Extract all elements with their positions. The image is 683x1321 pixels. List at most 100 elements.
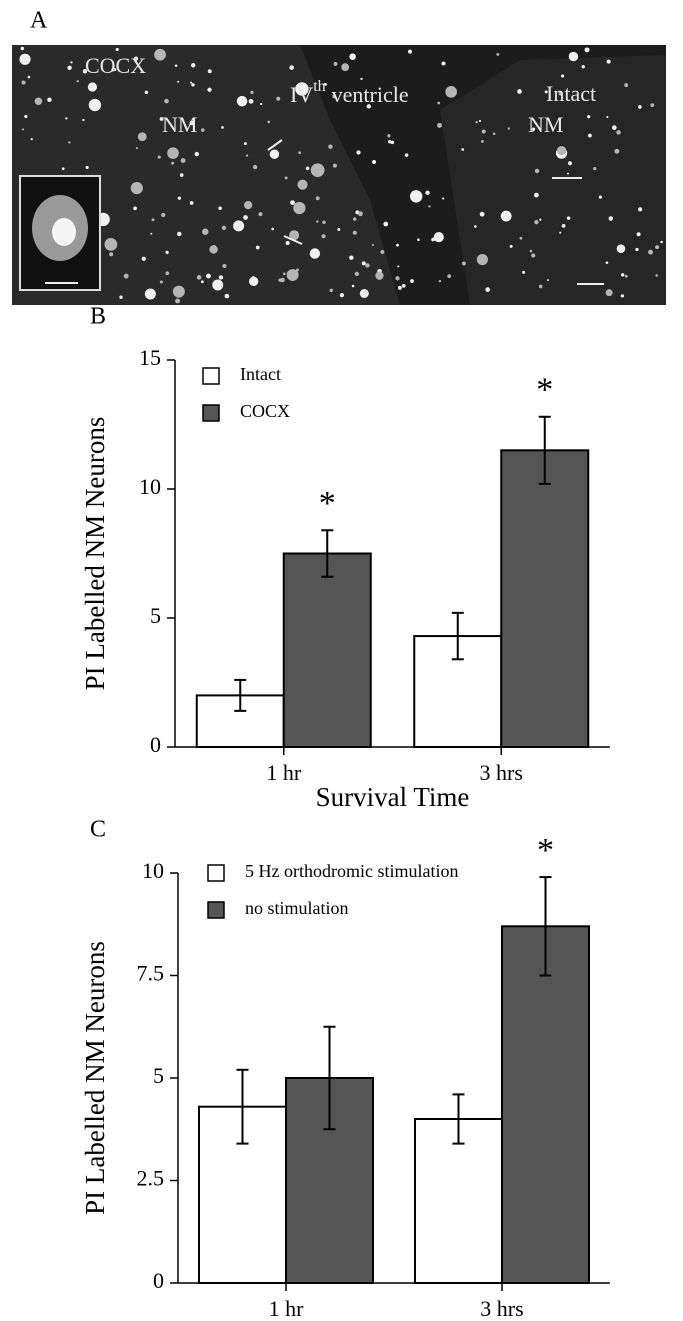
speckle — [544, 90, 548, 94]
speckle — [305, 166, 310, 171]
speckle — [267, 120, 271, 124]
micro-label: Intact — [546, 81, 596, 106]
speckle — [221, 225, 227, 231]
speckle — [271, 227, 275, 231]
speckle — [328, 144, 333, 149]
speckle — [194, 151, 200, 157]
legend-swatch — [207, 901, 225, 919]
speckle — [119, 295, 123, 299]
speckle — [191, 83, 195, 87]
speckle — [404, 153, 409, 157]
y-axis-label: PI Labelled NM Neurons — [80, 941, 110, 1215]
speckle — [371, 243, 374, 247]
speckle — [123, 273, 129, 279]
speckle — [164, 98, 169, 104]
significance-marker: * — [537, 832, 554, 869]
speckle — [442, 197, 445, 200]
speckle — [531, 253, 536, 258]
micrograph: COCX NM IVth ventricle Intact NM — [12, 45, 666, 305]
speckle — [396, 243, 399, 247]
speckle — [30, 138, 33, 141]
speckle — [135, 147, 138, 150]
speckle — [218, 275, 224, 280]
speckle — [635, 247, 639, 252]
speckle — [556, 145, 567, 156]
speckle — [375, 271, 384, 280]
speckle — [387, 134, 391, 138]
legend-label: no stimulation — [245, 898, 349, 918]
speckle — [479, 211, 485, 217]
speckle — [621, 273, 625, 277]
speckle — [177, 231, 182, 237]
speckle — [200, 280, 204, 284]
speckle — [283, 272, 286, 276]
error-bar — [539, 876, 552, 977]
micro-label: ventricle — [332, 82, 409, 107]
speckle — [150, 232, 153, 235]
speckle — [243, 215, 248, 220]
inset-nucleus — [52, 218, 76, 246]
speckle — [608, 216, 614, 221]
speckle — [534, 168, 540, 174]
panel-label: B — [90, 304, 106, 330]
speckle — [115, 47, 119, 52]
arrow — [283, 235, 303, 245]
speckle — [47, 97, 52, 103]
speckle — [323, 82, 327, 86]
speckle — [395, 276, 400, 281]
speckle — [636, 232, 641, 237]
speckle — [445, 86, 458, 98]
speckle — [141, 256, 146, 261]
speckle — [408, 49, 412, 54]
speckle — [587, 133, 592, 138]
speckle — [248, 98, 254, 104]
speckle — [354, 271, 360, 277]
bar — [282, 552, 372, 748]
speckle — [109, 252, 114, 257]
speckle — [624, 83, 629, 88]
speckle — [171, 161, 175, 165]
speckle — [517, 89, 522, 94]
speckle — [309, 248, 321, 259]
speckle — [539, 218, 542, 221]
speckle — [593, 166, 597, 171]
speckle — [202, 228, 209, 235]
speckle — [349, 53, 356, 61]
speckle — [251, 276, 255, 279]
speckle — [165, 250, 169, 255]
speckle — [360, 77, 363, 81]
speckle — [34, 97, 43, 106]
speckle — [278, 278, 282, 282]
bar — [501, 925, 590, 1284]
speckle — [332, 163, 337, 168]
legend-label: 5 Hz orthodromic stimulation — [245, 861, 458, 881]
speckle — [478, 119, 482, 123]
speckle — [179, 173, 184, 177]
speckle — [161, 212, 166, 218]
speckle — [366, 104, 372, 109]
speckle — [76, 80, 79, 83]
speckle — [352, 230, 357, 235]
y-tick-label: 5 — [153, 1063, 164, 1088]
speckle — [221, 126, 224, 129]
speckle — [650, 103, 655, 108]
speckle — [177, 196, 182, 200]
speckle — [189, 201, 194, 205]
micro-label: IVth ventricle — [290, 78, 409, 107]
y-tick-label: 0 — [150, 732, 161, 757]
micro-label: NM — [162, 112, 197, 137]
speckle — [425, 190, 430, 196]
speckle — [260, 102, 263, 106]
speckle — [133, 206, 137, 211]
speckle — [531, 127, 536, 131]
speckle — [616, 244, 626, 253]
speckle — [492, 132, 496, 136]
error-bar — [236, 1068, 249, 1145]
speckle — [409, 190, 423, 203]
speckle — [200, 128, 205, 132]
legend-swatch — [202, 404, 220, 422]
significance-marker: * — [536, 372, 553, 409]
speckle — [295, 82, 309, 96]
y-axis-label: PI Labelled NM Neurons — [80, 417, 110, 691]
legend-swatch — [202, 367, 220, 385]
